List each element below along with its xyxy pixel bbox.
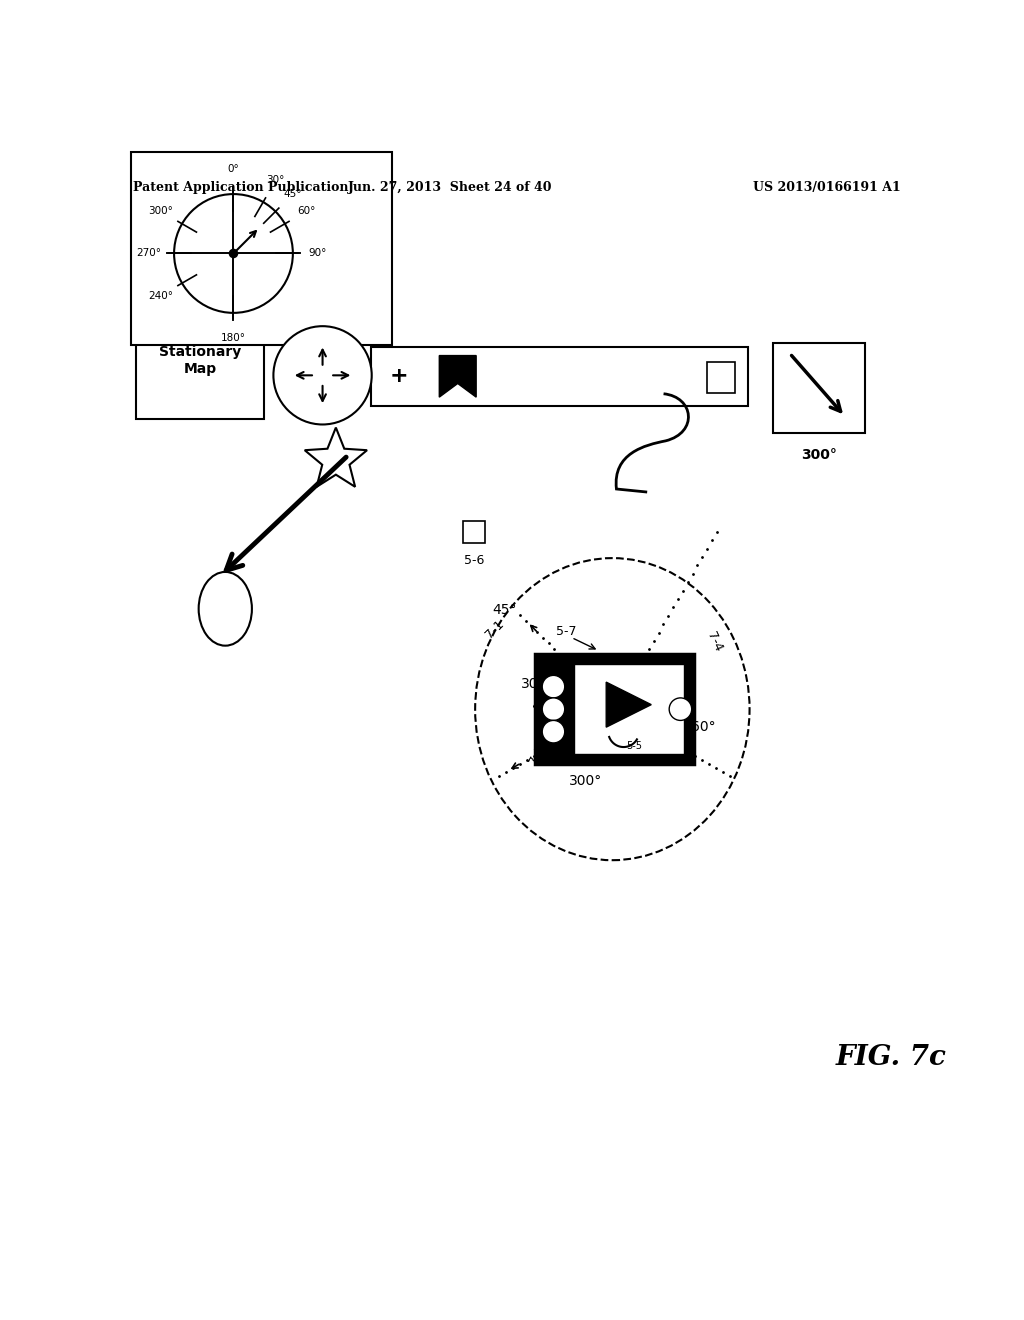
Text: Jun. 27, 2013  Sheet 24 of 40: Jun. 27, 2013 Sheet 24 of 40 (348, 181, 553, 194)
Ellipse shape (199, 572, 252, 645)
Polygon shape (305, 428, 367, 487)
Text: FIG. 7c: FIG. 7c (836, 1044, 946, 1071)
Text: 180°: 180° (221, 333, 246, 343)
Polygon shape (606, 682, 651, 727)
Text: 270°: 270° (136, 248, 162, 259)
Circle shape (174, 194, 293, 313)
Text: 5-7: 5-7 (556, 624, 577, 638)
Text: 0°: 0° (227, 164, 240, 174)
Bar (773, 343, 865, 433)
Bar (371, 347, 748, 407)
Circle shape (229, 249, 238, 257)
Text: Patent Application Publication: Patent Application Publication (133, 181, 348, 194)
Circle shape (670, 698, 692, 721)
Bar (131, 152, 392, 345)
Bar (463, 520, 485, 544)
Text: 45°: 45° (284, 189, 302, 199)
Polygon shape (439, 355, 476, 397)
Text: 60°: 60° (297, 206, 315, 216)
Bar (573, 664, 684, 754)
Circle shape (543, 698, 565, 721)
Text: 300°: 300° (148, 206, 173, 216)
Text: 60°: 60° (691, 719, 716, 734)
Bar (535, 653, 694, 764)
Text: 7-4: 7-4 (705, 630, 725, 653)
Text: 240°: 240° (147, 290, 173, 301)
Text: 300°: 300° (801, 449, 838, 462)
Bar (707, 362, 735, 393)
Text: 90°: 90° (308, 248, 327, 259)
Circle shape (273, 326, 372, 425)
Text: 45°: 45° (493, 603, 517, 616)
Text: Stationary
Map: Stationary Map (159, 346, 242, 376)
Circle shape (543, 721, 565, 743)
Text: +: + (390, 367, 409, 387)
Text: 5-6: 5-6 (464, 554, 484, 568)
Text: 300°: 300° (569, 774, 602, 788)
Text: 7-1: 7-1 (482, 618, 507, 642)
Bar (136, 301, 264, 420)
Text: 7-8: 7-8 (527, 742, 548, 766)
Text: 30°: 30° (266, 176, 285, 185)
Circle shape (543, 676, 565, 698)
Text: 300°: 300° (521, 677, 554, 690)
Text: 5-5: 5-5 (626, 741, 642, 751)
Text: US 2013/0166191 A1: US 2013/0166191 A1 (754, 181, 901, 194)
